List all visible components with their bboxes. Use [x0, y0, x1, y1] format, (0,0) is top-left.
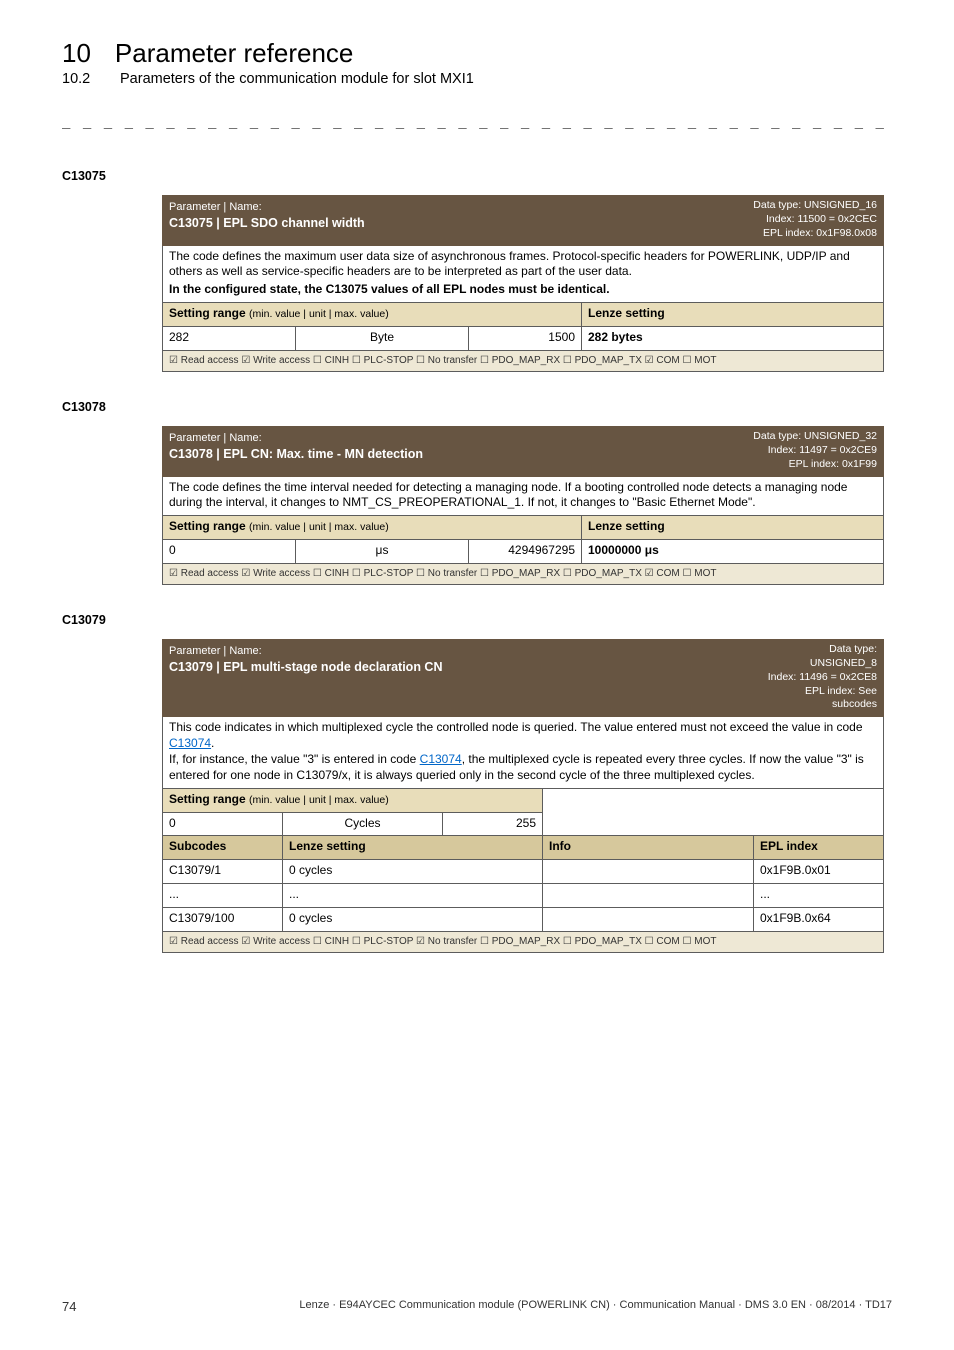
unit-value: Cycles [283, 812, 443, 836]
table-row: C13079/1 0 cycles 0x1F9B.0x01 [163, 860, 884, 884]
range-label: Setting range [169, 792, 246, 806]
meta-index: Index: 11500 = 0x2CEC [766, 213, 877, 225]
lenze-header: Lenze setting [283, 836, 543, 860]
footer-text: Lenze · E94AYCEC Communication module (P… [299, 1299, 892, 1314]
meta-datatype: Data type: UNSIGNED_16 [753, 199, 877, 211]
min-value: 0 [163, 540, 296, 564]
max-value: 255 [443, 812, 543, 836]
param-description: The code defines the time interval neede… [163, 476, 884, 516]
flags: ☑ Read access ☑ Write access ☐ CINH ☐ PL… [163, 563, 884, 584]
param-name-label: Parameter | Name: [169, 645, 262, 657]
param-description-bold: In the configured state, the C13075 valu… [169, 282, 877, 298]
link-c13074[interactable]: C13074 [169, 736, 211, 750]
min-value: 0 [163, 812, 283, 836]
table-row: C13079/100 0 cycles 0x1F9B.0x64 [163, 907, 884, 931]
range-sub: (min. value | unit | max. value) [249, 794, 389, 806]
param-table-c13078: Parameter | Name: C13078 | EPL CN: Max. … [162, 426, 884, 585]
unit-value: μs [296, 540, 469, 564]
link-c13074[interactable]: C13074 [420, 752, 462, 766]
range-label: Setting range [169, 306, 246, 320]
section-header: 10.2 Parameters of the communication mod… [62, 71, 892, 87]
range-sub: (min. value | unit | max. value) [249, 521, 389, 533]
divider: _ _ _ _ _ _ _ _ _ _ _ _ _ _ _ _ _ _ _ _ … [62, 113, 892, 129]
lenze-label: Lenze setting [582, 516, 884, 540]
param-description: This code indicates in which multiplexed… [163, 717, 884, 788]
param-id: C13075 [62, 169, 892, 183]
param-name-label: Parameter | Name: [169, 201, 262, 213]
max-value: 4294967295 [469, 540, 582, 564]
param-table-c13079: Parameter | Name: C13079 | EPL multi-sta… [162, 639, 884, 953]
chapter-title: Parameter reference [115, 38, 353, 69]
section-number: 10.2 [62, 71, 96, 87]
meta-epl-index: EPL index: 0x1F99 [789, 458, 877, 470]
flags: ☑ Read access ☑ Write access ☐ CINH ☐ PL… [163, 350, 884, 371]
meta-index: Index: 11497 = 0x2CE9 [768, 444, 877, 456]
chapter-header: 10 Parameter reference [62, 38, 892, 69]
max-value: 1500 [469, 326, 582, 350]
page-footer: 74 Lenze · E94AYCEC Communication module… [62, 1299, 892, 1314]
param-name: C13079 | EPL multi-stage node declaratio… [169, 660, 442, 674]
param-name-label: Parameter | Name: [169, 432, 262, 444]
chapter-number: 10 [62, 38, 91, 69]
param-name: C13078 | EPL CN: Max. time - MN detectio… [169, 447, 423, 461]
subcodes-header: Subcodes [163, 836, 283, 860]
info-header: Info [543, 836, 754, 860]
meta-datatype: Data type: UNSIGNED_32 [753, 430, 877, 442]
lenze-value: 282 bytes [582, 326, 884, 350]
unit-value: Byte [296, 326, 469, 350]
param-id: C13078 [62, 400, 892, 414]
meta-datatype: Data type: UNSIGNED_8 [810, 643, 877, 669]
table-row: ... ... ... [163, 884, 884, 908]
range-label: Setting range [169, 519, 246, 533]
epl-header: EPL index [754, 836, 884, 860]
flags: ☑ Read access ☑ Write access ☐ CINH ☐ PL… [163, 931, 884, 952]
meta-epl-index: EPL index: 0x1F98.0x08 [763, 227, 877, 239]
min-value: 282 [163, 326, 296, 350]
param-table-c13075: Parameter | Name: C13075 | EPL SDO chann… [162, 195, 884, 372]
section-title: Parameters of the communication module f… [120, 71, 474, 87]
param-id: C13079 [62, 613, 892, 627]
lenze-label: Lenze setting [582, 303, 884, 327]
param-description: The code defines the maximum user data s… [169, 249, 850, 279]
range-sub: (min. value | unit | max. value) [249, 308, 389, 320]
meta-epl-index: EPL index: See subcodes [805, 685, 877, 711]
page-number: 74 [62, 1299, 76, 1314]
lenze-value: 10000000 μs [582, 540, 884, 564]
param-name: C13075 | EPL SDO channel width [169, 216, 365, 230]
meta-index: Index: 11496 = 0x2CE8 [768, 671, 877, 683]
